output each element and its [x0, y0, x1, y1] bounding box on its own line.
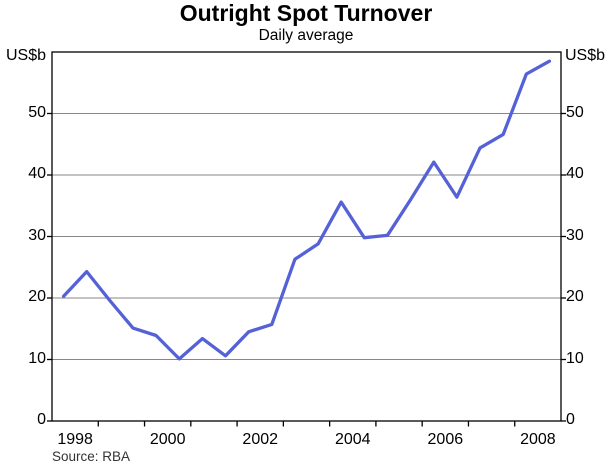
y-tick-label-left: 10	[28, 349, 46, 367]
x-tick-label: 1998	[57, 431, 93, 448]
y-tick-label-right: 10	[566, 349, 584, 367]
y-tick-label-right: 50	[566, 103, 584, 121]
x-tick-label: 2006	[427, 431, 464, 448]
y-tick-label-left: 30	[28, 226, 46, 244]
x-tick-label: 2008	[520, 431, 556, 448]
y-tick-label-right: 20	[566, 288, 584, 305]
y-tick-label-left: 50	[28, 103, 46, 121]
y-tick-label-left: 40	[28, 165, 46, 182]
y-tick-label-right: 30	[566, 226, 584, 244]
chart-subtitle: Daily average	[258, 27, 354, 44]
x-tick-label: 2004	[334, 431, 371, 448]
y-tick-label-left: 0	[37, 411, 46, 428]
turnover-line	[61, 59, 552, 361]
source-note: Source: RBA	[52, 449, 131, 464]
y-axis-unit-right: US$b	[565, 47, 606, 64]
chart-title: Outright Spot Turnover	[179, 0, 433, 26]
y-tick-label-right: 0	[566, 411, 575, 428]
y-axis-unit-left: US$b	[5, 47, 46, 64]
y-tick-label-right: 40	[566, 165, 584, 182]
y-tick-label-left: 20	[28, 288, 46, 305]
x-tick-label: 2000	[149, 431, 186, 448]
x-tick-label: 2002	[242, 431, 279, 448]
